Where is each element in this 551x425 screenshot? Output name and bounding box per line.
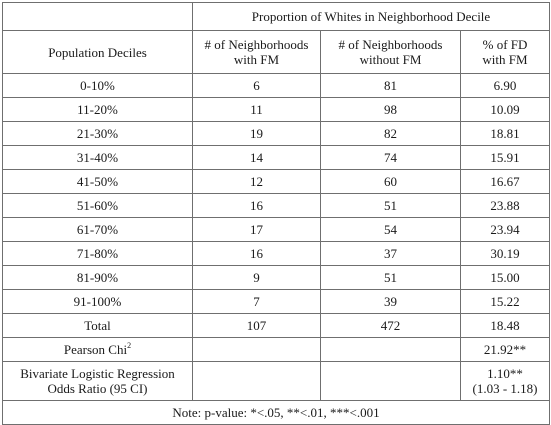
decile-cell: 81-90%: [2, 265, 193, 290]
total-without-fm: 472: [320, 313, 461, 338]
with-fm-cell: 14: [192, 145, 321, 170]
pct-fd-cell: 10.09: [460, 97, 550, 122]
pct-fd-cell: 6.90: [460, 73, 550, 98]
pct-fd-cell: 30.19: [460, 241, 550, 266]
col-header-pct-fd-line2: with FM: [482, 52, 528, 67]
decile-cell: 61-70%: [2, 217, 193, 242]
pct-fd-cell: 18.81: [460, 121, 550, 146]
table-row: 81-90% 9 51 15.00: [2, 265, 550, 290]
table-row: 11-20% 11 98 10.09: [2, 97, 550, 122]
col-header-pct-fd: % of FD with FM: [460, 30, 550, 74]
pct-fd-cell: 15.22: [460, 289, 550, 314]
total-with-fm: 107: [192, 313, 321, 338]
table-row: 51-60% 16 51 23.88: [2, 193, 550, 218]
confidence-interval-value: (1.03 - 1.18): [472, 381, 538, 396]
group-header: Proportion of Whites in Neighborhood Dec…: [192, 2, 550, 31]
col-header-without-fm: # of Neighborhoods without FM: [320, 30, 461, 74]
decile-cell: 91-100%: [2, 289, 193, 314]
without-fm-cell: 54: [320, 217, 461, 242]
empty-cell: [192, 361, 321, 401]
col-header-with-fm-line1: # of Neighborhoods: [204, 37, 309, 52]
with-fm-cell: 11: [192, 97, 321, 122]
odds-ratio-value: 1.10**: [487, 366, 523, 381]
without-fm-cell: 81: [320, 73, 461, 98]
col-header-pct-fd-line1: % of FD: [482, 37, 528, 52]
table-row: 0-10% 6 81 6.90: [2, 73, 550, 98]
table-note: Note: p-value: *<.05, **<.01, ***<.001: [2, 400, 550, 425]
table-row: 31-40% 14 74 15.91: [2, 145, 550, 170]
without-fm-cell: 51: [320, 193, 461, 218]
pct-fd-cell: 23.94: [460, 217, 550, 242]
pearson-chi-value: 21.92**: [460, 337, 550, 362]
table-row: 91-100% 7 39 15.22: [2, 289, 550, 314]
note-row: Note: p-value: *<.05, **<.01, ***<.001: [2, 400, 550, 425]
without-fm-cell: 51: [320, 265, 461, 290]
with-fm-cell: 19: [192, 121, 321, 146]
pearson-chi-row: Pearson Chi2 21.92**: [2, 337, 550, 362]
with-fm-cell: 7: [192, 289, 321, 314]
total-label: Total: [2, 313, 193, 338]
with-fm-cell: 12: [192, 169, 321, 194]
without-fm-cell: 39: [320, 289, 461, 314]
pct-fd-cell: 23.88: [460, 193, 550, 218]
logistic-label-line1: Bivariate Logistic Regression: [20, 366, 175, 381]
with-fm-cell: 6: [192, 73, 321, 98]
logistic-regression-value: 1.10** (1.03 - 1.18): [460, 361, 550, 401]
table-row: 21-30% 19 82 18.81: [2, 121, 550, 146]
without-fm-cell: 60: [320, 169, 461, 194]
logistic-label-line2: Odds Ratio (95 CI): [47, 381, 148, 396]
table-row: 71-80% 16 37 30.19: [2, 241, 550, 266]
decile-cell: 21-30%: [2, 121, 193, 146]
logistic-regression-row: Bivariate Logistic Regression Odds Ratio…: [2, 361, 550, 401]
col-header-without-fm-line1: # of Neighborhoods: [338, 37, 443, 52]
col-header-without-fm-line2: without FM: [359, 52, 422, 67]
col-header-with-fm-line2: with FM: [233, 52, 280, 67]
without-fm-cell: 74: [320, 145, 461, 170]
pearson-chi-text: Pearson Chi: [63, 342, 128, 357]
with-fm-cell: 16: [192, 241, 321, 266]
table-row: 61-70% 17 54 23.94: [2, 217, 550, 242]
with-fm-cell: 17: [192, 217, 321, 242]
empty-cell: [320, 337, 461, 362]
col-header-with-fm: # of Neighborhoods with FM: [192, 30, 321, 74]
empty-cell: [320, 361, 461, 401]
pearson-chi-label: Pearson Chi2: [2, 337, 193, 362]
without-fm-cell: 98: [320, 97, 461, 122]
decile-cell: 31-40%: [2, 145, 193, 170]
total-row: Total 107 472 18.48: [2, 313, 550, 338]
without-fm-cell: 82: [320, 121, 461, 146]
pct-fd-cell: 16.67: [460, 169, 550, 194]
pct-fd-cell: 15.00: [460, 265, 550, 290]
empty-corner-cell: [2, 2, 193, 31]
table-row: 41-50% 12 60 16.67: [2, 169, 550, 194]
logistic-regression-label: Bivariate Logistic Regression Odds Ratio…: [2, 361, 193, 401]
empty-cell: [192, 337, 321, 362]
decile-cell: 0-10%: [2, 73, 193, 98]
column-header-row: Population Deciles # of Neighborhoods wi…: [2, 30, 550, 74]
decile-cell: 71-80%: [2, 241, 193, 266]
row-header-population-deciles: Population Deciles: [2, 30, 193, 74]
decile-cell: 41-50%: [2, 169, 193, 194]
decile-cell: 51-60%: [2, 193, 193, 218]
with-fm-cell: 9: [192, 265, 321, 290]
pct-fd-cell: 15.91: [460, 145, 550, 170]
without-fm-cell: 37: [320, 241, 461, 266]
total-pct-fd: 18.48: [460, 313, 550, 338]
decile-cell: 11-20%: [2, 97, 193, 122]
group-header-row: Proportion of Whites in Neighborhood Dec…: [2, 2, 550, 31]
with-fm-cell: 16: [192, 193, 321, 218]
pearson-chi-superscript: 2: [127, 340, 132, 350]
